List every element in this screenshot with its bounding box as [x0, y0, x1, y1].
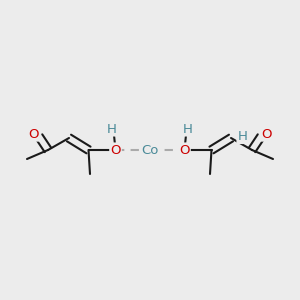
Text: O: O	[179, 143, 190, 157]
Text: O: O	[261, 128, 272, 141]
Text: O: O	[110, 143, 121, 157]
Text: H: H	[183, 122, 193, 136]
Text: H: H	[107, 122, 117, 136]
Text: Co: Co	[141, 143, 159, 157]
Text: H: H	[238, 130, 247, 143]
Text: O: O	[28, 128, 39, 141]
